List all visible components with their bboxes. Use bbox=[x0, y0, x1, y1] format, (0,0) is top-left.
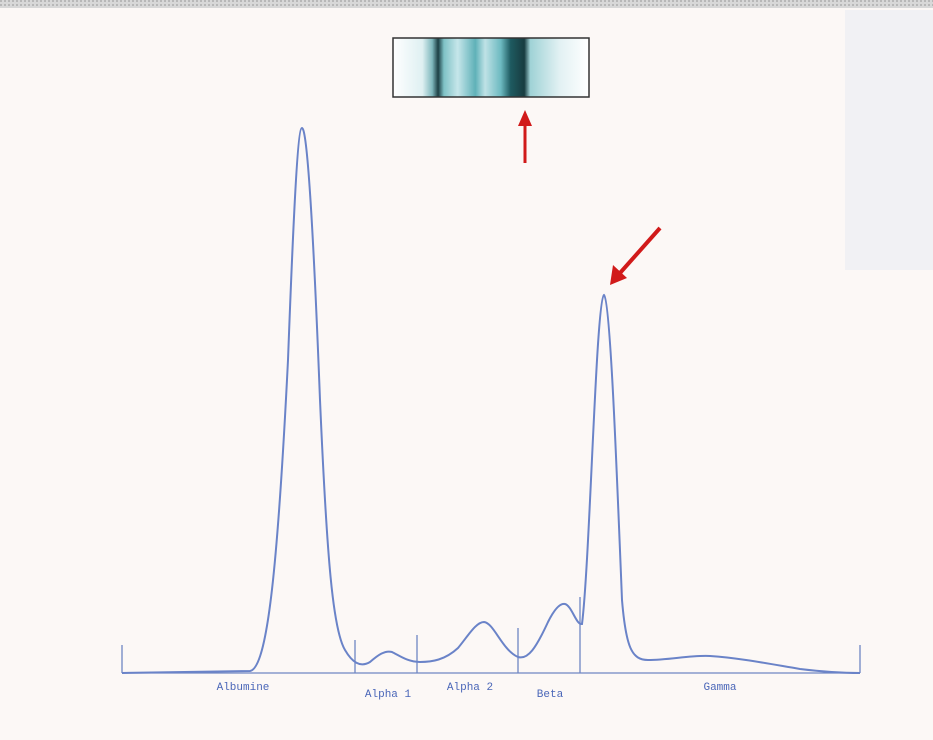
fraction-label: Gamma bbox=[703, 682, 736, 694]
fraction-label: Alpha 1 bbox=[365, 689, 412, 701]
fraction-label: Albumine bbox=[217, 682, 270, 694]
background bbox=[0, 0, 933, 740]
gel-strip bbox=[393, 38, 589, 97]
fraction-label: Beta bbox=[537, 689, 564, 701]
page: {"fractions": ["Albumine", "Alpha 1", "A… bbox=[0, 0, 933, 740]
electrophoresis-figure: Albumine Alpha 1 Alpha 2 Beta Gamma bbox=[0, 0, 933, 740]
top-border bbox=[0, 0, 933, 8]
fraction-label: Alpha 2 bbox=[447, 682, 493, 694]
scan-shade bbox=[845, 10, 933, 270]
